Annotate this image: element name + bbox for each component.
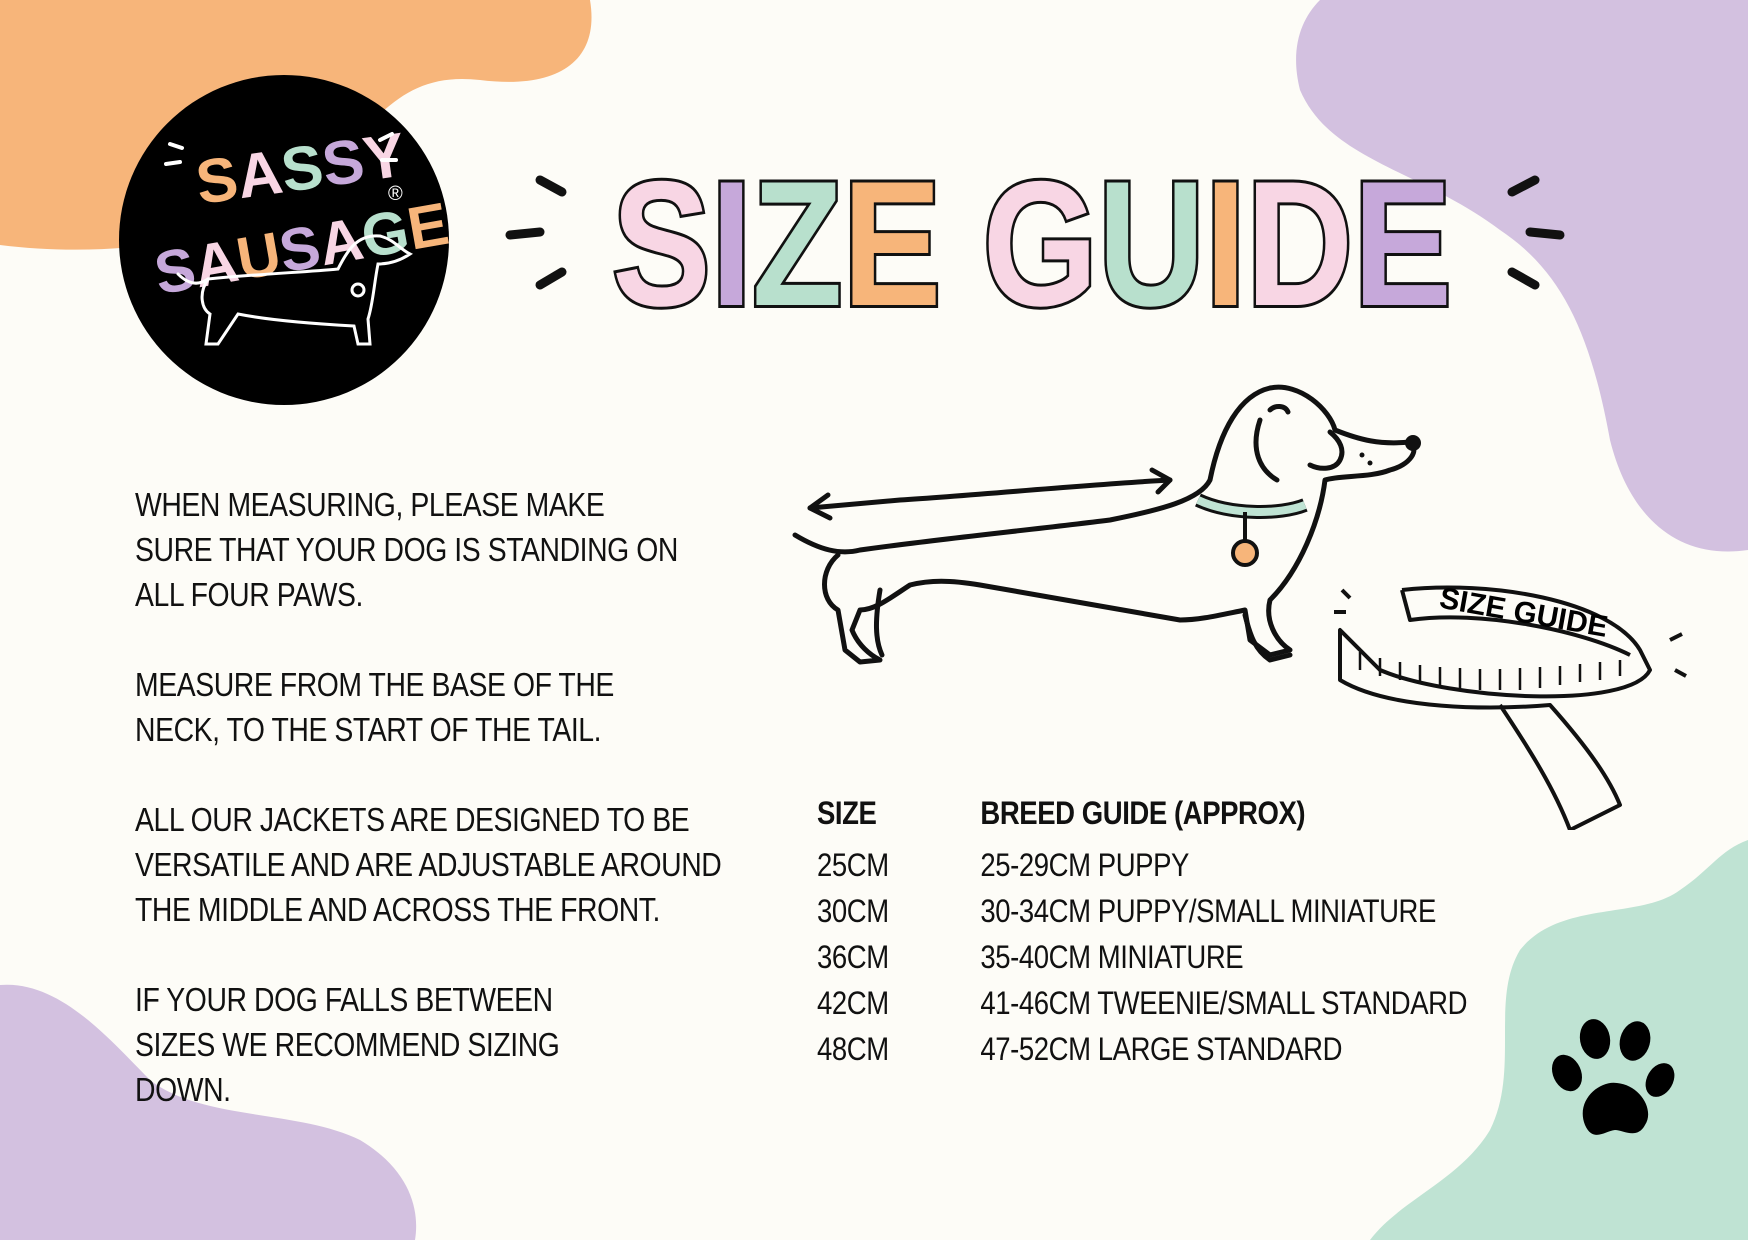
title-letter: U: [1098, 144, 1205, 330]
instruction-standing: WHEN MEASURING, PLEASE MAKE SURE THAT YO…: [135, 486, 678, 613]
instruction-adjustable: ALL OUR JACKETS ARE DESIGNED TO BE VERSA…: [135, 801, 722, 928]
title-letter: [941, 144, 982, 330]
dachshund-illustration: [792, 384, 1421, 665]
size-table: SIZE BREED GUIDE (APPROX) 25CM 25-29CM PU…: [817, 790, 1467, 1072]
tape-measure-icon: SIZE GUIDE: [1334, 582, 1687, 830]
size-cell: 25CM: [817, 847, 889, 883]
size-cell: 42CM: [817, 985, 889, 1021]
title-letter: Z: [752, 144, 843, 330]
header-breed-guide: BREED GUIDE (APPROX): [980, 795, 1306, 831]
purple-blob-bottom-left: [0, 984, 417, 1240]
page-title: SIZE GUIDE: [505, 141, 1565, 330]
breed-cell: 30-34CM PUPPY/SMALL MINIATURE: [980, 893, 1436, 929]
title-letter: E: [843, 144, 942, 330]
size-cell: 36CM: [817, 939, 889, 975]
svg-text:SAUSAGE: SAUSAGE: [149, 190, 450, 308]
table-row: 48CM 47-52CM LARGE STANDARD: [817, 1026, 1467, 1072]
breed-cell: 35-40CM MINIATURE: [980, 939, 1244, 975]
title-letter: I: [711, 144, 752, 330]
title-letter: E: [1353, 144, 1452, 330]
title-letter: I: [1205, 144, 1246, 330]
tape-label: SIZE GUIDE: [1437, 582, 1610, 644]
table-row: 42CM 41-46CM TWEENIE/SMALL STANDARD: [817, 980, 1467, 1026]
title-letter: S: [612, 144, 711, 330]
title-letter: G: [983, 144, 1098, 330]
instruction-between-sizes: IF YOUR DOG FALLS BETWEEN SIZES WE RECOM…: [135, 981, 560, 1108]
purple-blob-top-right: [1296, 0, 1748, 552]
table-row: 25CM 25-29CM PUPPY: [817, 842, 1467, 888]
breed-cell: 25-29CM PUPPY: [980, 847, 1189, 883]
page-title-text: SIZE GUIDE: [612, 144, 1452, 330]
instructions: WHEN MEASURING, PLEASE MAKE SURE THAT YO…: [135, 482, 789, 1157]
svg-text:SASSY: SASSY: [192, 120, 410, 218]
registered-mark: ®: [388, 183, 403, 205]
breed-cell: 47-52CM LARGE STANDARD: [980, 1031, 1343, 1067]
instruction-measure: MEASURE FROM THE BASE OF THE NECK, TO TH…: [135, 666, 614, 748]
header-size: SIZE: [817, 795, 877, 831]
paw-print-icon: [1551, 1019, 1675, 1135]
title-letter: D: [1246, 144, 1353, 330]
breed-cell: 41-46CM TWEENIE/SMALL STANDARD: [980, 985, 1468, 1021]
table-row: 36CM 35-40CM MINIATURE: [817, 934, 1467, 980]
dog-outline-icon: [176, 234, 413, 346]
sassy-sausage-logo: SASSY SAUSAGE ®: [119, 75, 450, 405]
size-cell: 30CM: [817, 893, 889, 929]
table-header: SIZE BREED GUIDE (APPROX): [817, 790, 1467, 842]
size-cell: 48CM: [817, 1031, 889, 1067]
green-blob: [1370, 840, 1748, 1240]
table-row: 30CM 30-34CM PUPPY/SMALL MINIATURE: [817, 888, 1467, 934]
